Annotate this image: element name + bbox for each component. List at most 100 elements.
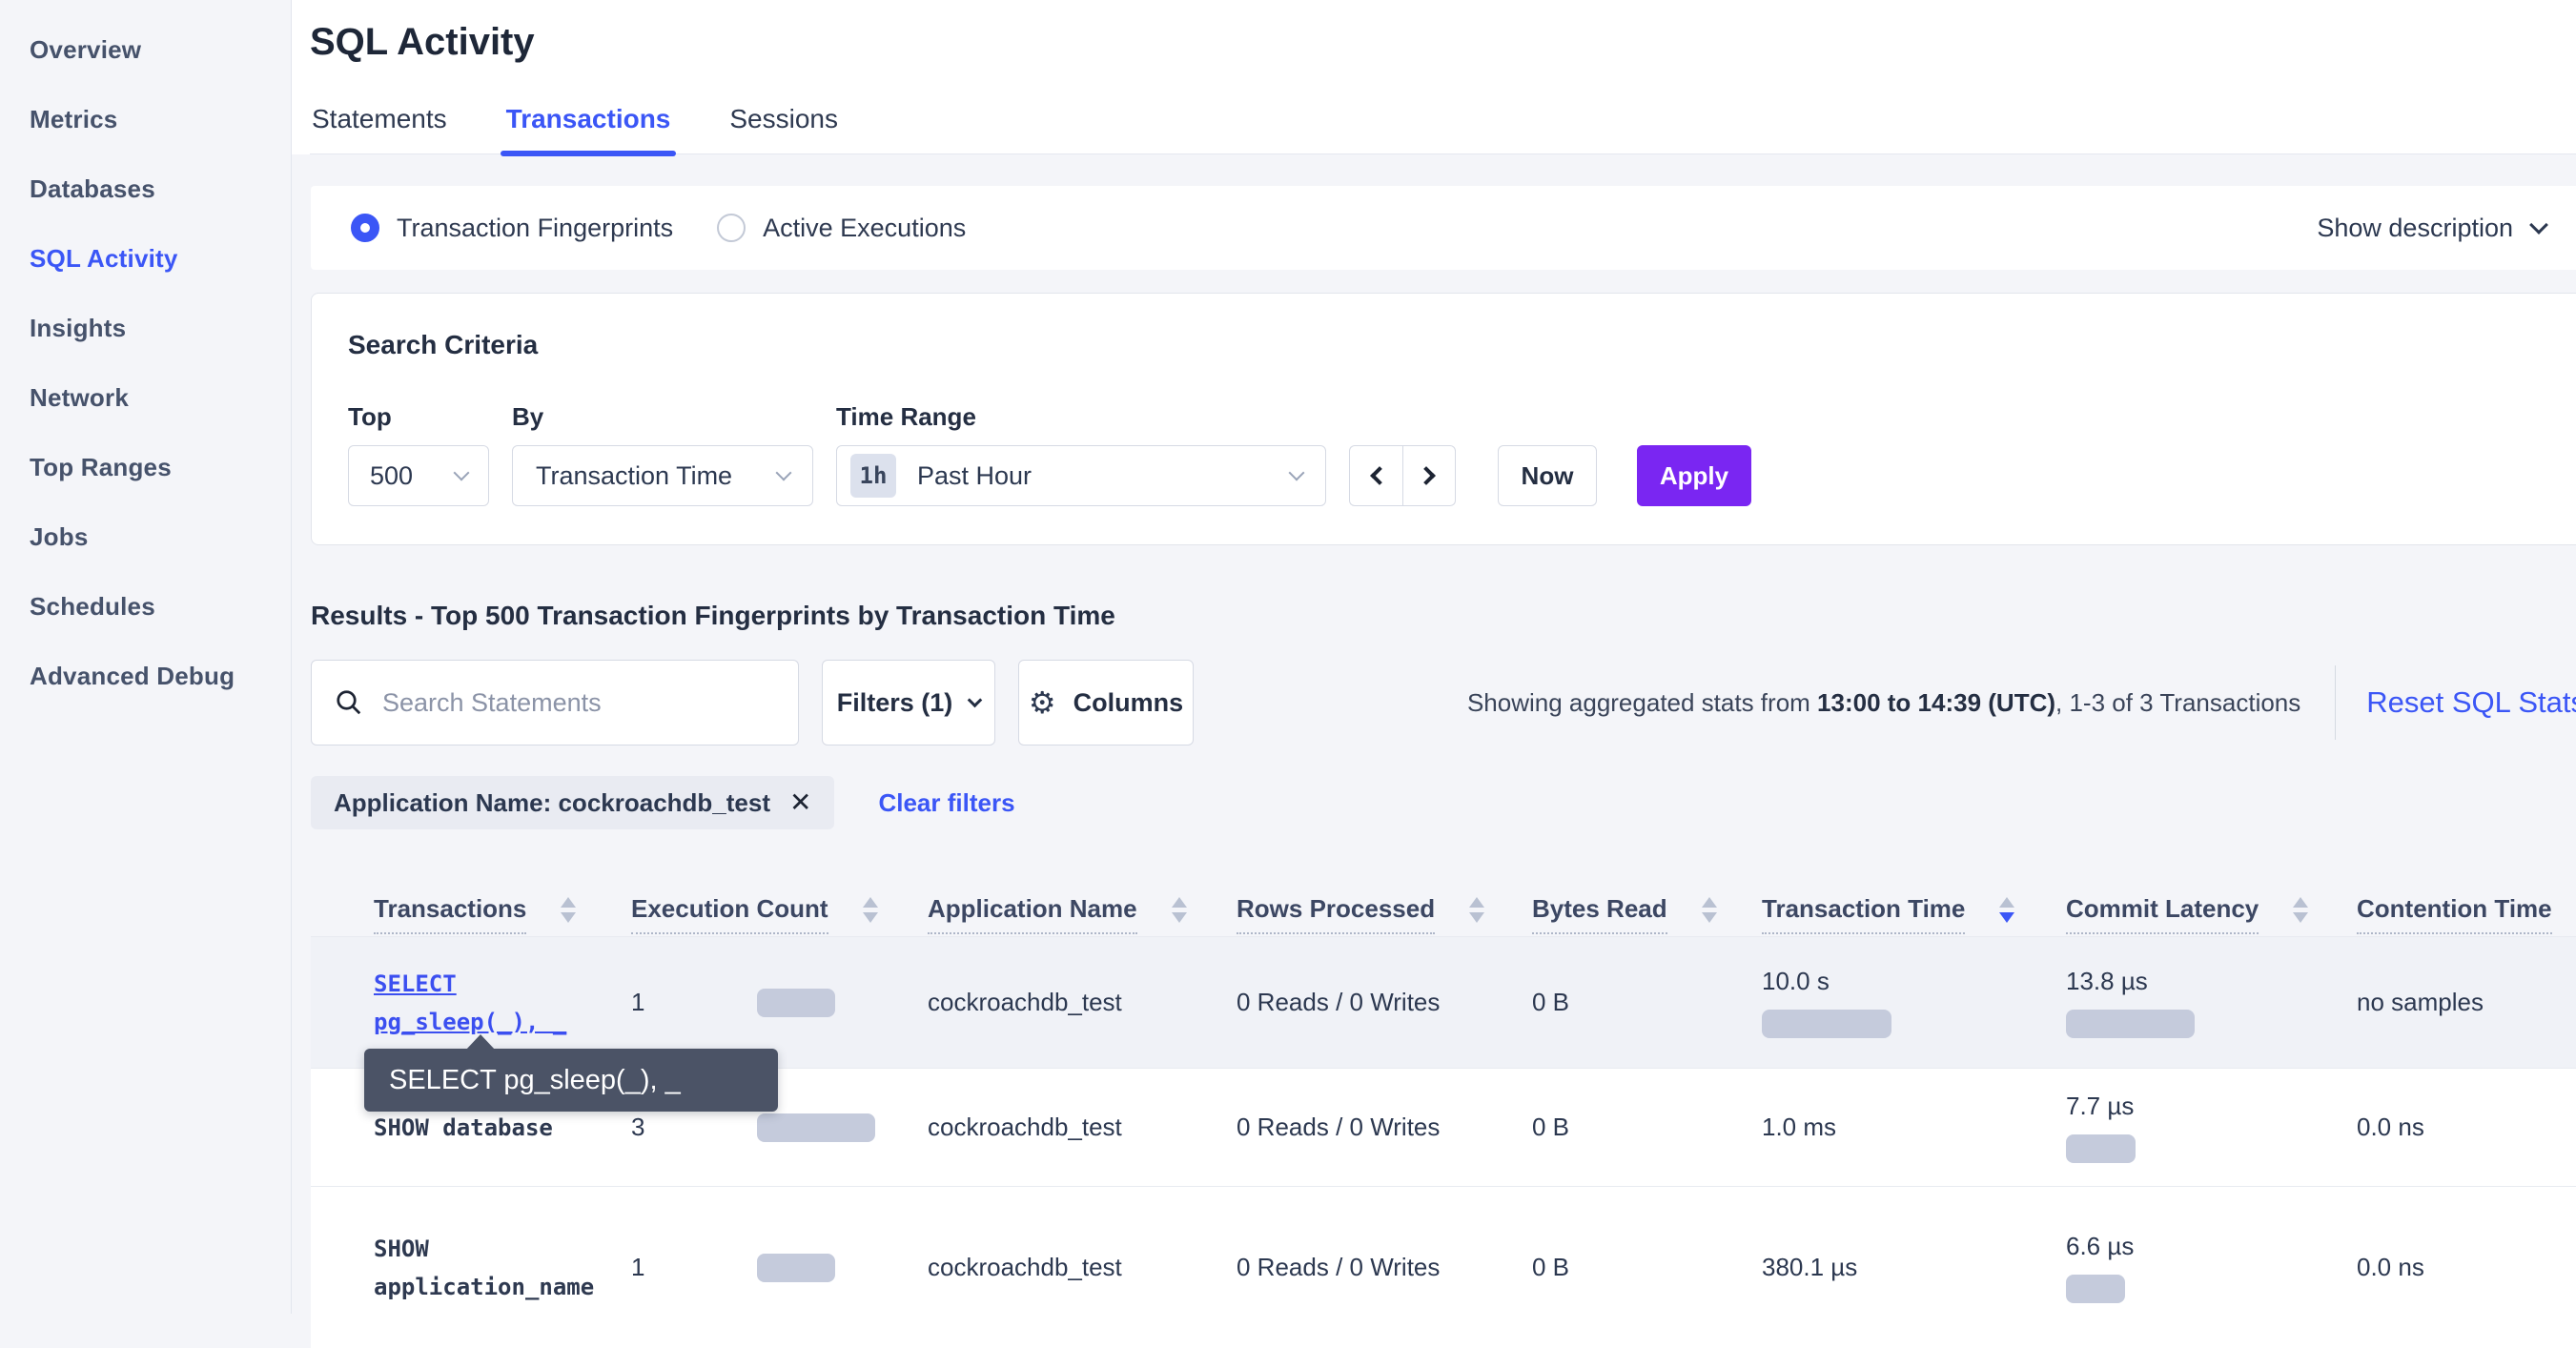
sidebar-item-sql-activity[interactable]: SQL Activity [30,244,178,273]
filter-chip-row: Application Name: cockroachdb_test ✕ Cle… [311,776,2576,829]
radio-active-executions[interactable]: Active Executions [717,214,966,243]
tab-bar: Statements Transactions Sessions [310,104,2576,156]
page-header: SQL Activity Statements Transactions Ses… [292,0,2576,156]
stats-time-range: 13:00 to 14:39 (UTC) [1817,687,2056,717]
execution-count-bar [757,1253,835,1282]
sort-icon[interactable] [2293,897,2309,923]
transaction-fingerprint-link[interactable]: SHOW database [374,1113,553,1141]
columns-button[interactable]: ⚙ Columns [1018,660,1194,745]
top-select[interactable]: 500 [348,445,489,506]
execution-count-bar [757,988,835,1017]
search-statements-input[interactable] [382,687,775,718]
rows-processed-cell: 0 Reads / 0 Writes [1237,988,1441,1016]
chevron-right-icon [1417,466,1436,485]
gear-icon: ⚙ [1028,684,1056,721]
sidebar-item-insights[interactable]: Insights [30,314,127,342]
main-area: SQL Activity Statements Transactions Ses… [292,0,2576,1348]
table-row: SELECT pg_sleep(_), _ 1 cockroachdb_test… [311,936,2576,1068]
chip-close-icon[interactable]: ✕ [789,786,812,818]
sidebar-item-jobs[interactable]: Jobs [30,522,89,551]
sidebar-item-metrics[interactable]: Metrics [30,105,118,133]
chevron-down-icon [453,464,470,481]
page-title: SQL Activity [310,21,535,63]
chevron-down-icon [775,464,792,481]
sidebar-item-top-ranges[interactable]: Top Ranges [30,453,172,481]
prev-time-button[interactable] [1349,445,1402,506]
radio-unselected-icon [717,214,746,242]
transaction-fingerprint-link[interactable]: SHOW application_name [374,1235,595,1300]
execution-count-bar [757,1113,875,1142]
application-name-cell: cockroachdb_test [928,988,1122,1016]
reset-sql-stats-link[interactable]: Reset SQL Stats [2366,685,2576,719]
by-select-value: Transaction Time [536,460,733,490]
transaction-time-cell: 380.1 µs [1762,1253,1858,1281]
sort-icon-active-desc[interactable] [1999,897,2015,923]
top-field: Top 500 [348,402,489,506]
chevron-down-icon [967,692,983,708]
columns-label: Columns [1073,687,1184,717]
view-radio-group: Transaction Fingerprints Active Executio… [351,214,966,243]
rows-processed-cell: 0 Reads / 0 Writes [1237,1113,1441,1141]
view-toggle-bar: Transaction Fingerprints Active Executio… [311,186,2576,270]
column-header-execution-count: Execution Count [631,894,928,936]
tab-transactions[interactable]: Transactions [500,104,677,156]
commit-latency-cell: 13.8 µs [2066,967,2338,1038]
search-icon [337,690,361,715]
filters-button[interactable]: Filters (1) [822,660,995,745]
sidebar-item-network[interactable]: Network [30,383,129,412]
column-header-bytes-read: Bytes Read [1532,894,1762,936]
by-field: By Transaction Time [512,402,813,506]
show-description-toggle[interactable]: Show description [2317,214,2548,243]
contention-time-cell: 0.0 ns [2357,1113,2424,1141]
statement-tooltip: SELECT pg_sleep(_), _ [364,1034,778,1112]
next-time-button[interactable] [1402,445,1456,506]
sidebar-item-advanced-debug[interactable]: Advanced Debug [30,662,235,690]
by-select[interactable]: Transaction Time [512,445,813,506]
tab-statements[interactable]: Statements [312,104,447,133]
sidebar-item-databases[interactable]: Databases [30,174,155,203]
chevron-left-icon [1369,466,1389,485]
execution-count-cell: 3 [631,1113,928,1142]
now-button[interactable]: Now [1498,445,1597,506]
rows-processed-cell: 0 Reads / 0 Writes [1237,1253,1441,1281]
bytes-read-cell: 0 B [1532,988,1570,1016]
transaction-time-cell: 10.0 s [1762,967,2047,1038]
column-header-transactions: Transactions [374,894,631,936]
sidebar-item-schedules[interactable]: Schedules [30,592,155,621]
sort-icon[interactable] [862,897,878,923]
column-header-contention-time: Contention Time [2357,894,2576,936]
radio-selected-icon [351,214,379,242]
radio-transaction-fingerprints[interactable]: Transaction Fingerprints [351,214,673,243]
transaction-time-bar [1762,1010,1891,1038]
results-toolbar: Filters (1) ⚙ Columns Showing aggregated… [311,660,2576,745]
sort-icon[interactable] [561,897,577,923]
clear-filters-link[interactable]: Clear filters [878,787,1015,817]
by-label: By [512,402,544,431]
filter-chip: Application Name: cockroachdb_test ✕ [311,776,835,829]
commit-latency-bar [2066,1010,2195,1038]
sort-icon[interactable] [1469,897,1485,923]
contention-time-cell: no samples [2357,988,2484,1016]
transaction-time-cell: 1.0 ms [1762,1113,1837,1141]
filters-label: Filters (1) [836,687,953,717]
tab-sessions[interactable]: Sessions [729,104,838,133]
application-name-cell: cockroachdb_test [928,1113,1122,1141]
time-range-badge: 1h [850,454,896,498]
criteria-row: Top 500 By Transaction Time [348,402,2548,506]
transaction-fingerprint-link[interactable]: SELECT pg_sleep(_), _ [374,970,567,1035]
apply-button[interactable]: Apply [1637,445,1751,506]
time-range-select[interactable]: 1h Past Hour [836,445,1326,506]
bytes-read-cell: 0 B [1532,1253,1570,1281]
sort-icon[interactable] [1171,897,1187,923]
execution-count-cell: 1 [631,988,928,1017]
execution-count-cell: 1 [631,1253,928,1282]
sidebar-item-overview[interactable]: Overview [30,35,142,64]
time-step-buttons [1349,445,1456,506]
sort-icon[interactable] [1701,897,1717,923]
commit-latency-bar [2066,1134,2136,1163]
time-range-field: Time Range 1h Past Hour [836,402,1326,506]
sidebar: Overview Metrics Databases SQL Activity … [0,0,292,1314]
commit-latency-cell: 7.7 µs [2066,1092,2338,1163]
radio-label: Active Executions [763,213,967,242]
